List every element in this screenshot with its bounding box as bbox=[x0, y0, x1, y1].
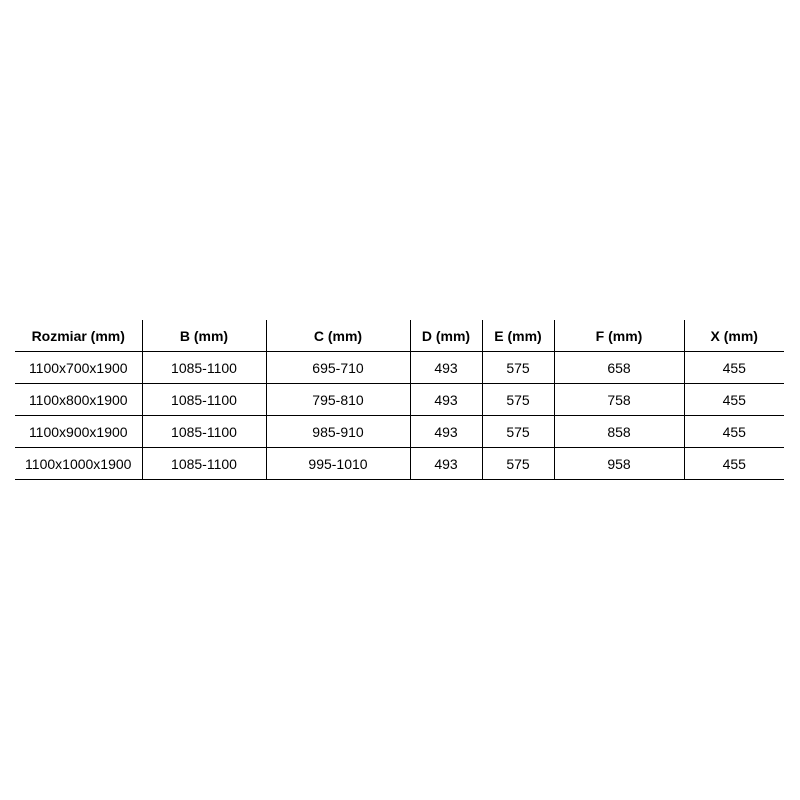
table-cell: 995-1010 bbox=[265, 447, 410, 480]
column-header: B (mm) bbox=[141, 320, 266, 352]
table-cell: 695-710 bbox=[265, 351, 410, 384]
table-cell: 758 bbox=[553, 383, 684, 416]
table-row: 1100x1000x1900 1085-1100 995-1010 493 575 958… bbox=[15, 447, 784, 480]
table-cell: 658 bbox=[553, 351, 684, 384]
table-cell: 1085-1100 bbox=[141, 383, 266, 416]
table-cell: 455 bbox=[683, 415, 784, 448]
table-cell: 493 bbox=[409, 415, 482, 448]
column-header: C (mm) bbox=[265, 320, 410, 352]
table-cell: 858 bbox=[553, 415, 684, 448]
table-row: 1100x700x1900 1085-1100 695-710 493 575 658 45… bbox=[15, 351, 784, 384]
column-header: F (mm) bbox=[553, 320, 684, 352]
header-row: Rozmiar (mm) B (mm) C (mm) D (mm) E (mm) F (m… bbox=[15, 320, 784, 352]
table-row: 1100x900x1900 1085-1100 985-910 493 575 858 45… bbox=[15, 415, 784, 448]
table-cell: 1085-1100 bbox=[141, 415, 266, 448]
table-cell: 1085-1100 bbox=[141, 351, 266, 384]
table-cell: 985-910 bbox=[265, 415, 410, 448]
column-header: X (mm) bbox=[683, 320, 784, 352]
table-cell: 455 bbox=[683, 383, 784, 416]
table-cell: 493 bbox=[409, 447, 482, 480]
table-cell: 455 bbox=[683, 447, 784, 480]
table-cell: 493 bbox=[409, 351, 482, 384]
table-cell: 795-810 bbox=[265, 383, 410, 416]
table-cell: 1100x700x1900 bbox=[15, 351, 142, 384]
column-header: E (mm) bbox=[481, 320, 554, 352]
table-cell: 1100x900x1900 bbox=[15, 415, 142, 448]
table-cell: 1100x1000x1900 bbox=[15, 447, 142, 480]
table-cell: 575 bbox=[481, 351, 554, 384]
table-cell: 575 bbox=[481, 383, 554, 416]
table-cell: 1100x800x1900 bbox=[15, 383, 142, 416]
table-cell: 1085-1100 bbox=[141, 447, 266, 480]
table-cell: 575 bbox=[481, 415, 554, 448]
table-cell: 493 bbox=[409, 383, 482, 416]
dimensions-table: Rozmiar (mm) B (mm) C (mm) D (mm) E (mm) F (m… bbox=[15, 320, 784, 480]
column-header: Rozmiar (mm) bbox=[15, 320, 142, 352]
table-cell: 455 bbox=[683, 351, 784, 384]
table-row: 1100x800x1900 1085-1100 795-810 493 575 758 45… bbox=[15, 383, 784, 416]
column-header: D (mm) bbox=[409, 320, 482, 352]
table-cell: 958 bbox=[553, 447, 684, 480]
table-cell: 575 bbox=[481, 447, 554, 480]
